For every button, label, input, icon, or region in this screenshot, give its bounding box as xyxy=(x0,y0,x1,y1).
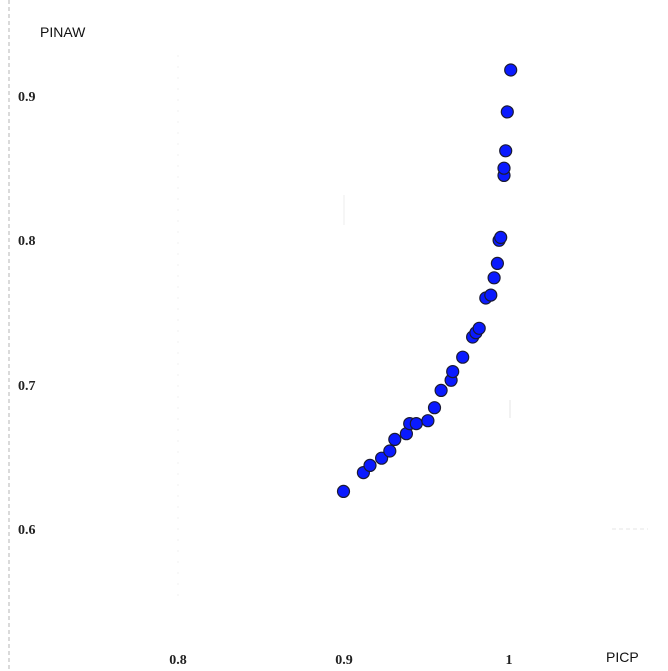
scatter-point-2 xyxy=(363,458,377,472)
scatter-point-25 xyxy=(497,161,511,175)
y-tick-label-0.8: 0.8 xyxy=(18,234,36,249)
scatter-point-10 xyxy=(427,401,442,415)
scatter-point-26 xyxy=(499,144,513,158)
scatter-point-5 xyxy=(388,432,402,446)
scatter-point-8 xyxy=(409,417,423,431)
scatter-point-21 xyxy=(490,256,504,270)
scatter-point-3 xyxy=(375,451,389,465)
x-axis-title: PICP xyxy=(606,649,639,665)
y-tick-label-0.9: 0.9 xyxy=(18,90,36,105)
scatter-point-0 xyxy=(336,484,351,498)
scatter-point-23 xyxy=(494,230,508,244)
scatter-point-9 xyxy=(421,414,435,428)
scatter-point-27 xyxy=(500,105,514,119)
x-tick-label-1: 1 xyxy=(506,653,513,668)
scatter-point-4 xyxy=(383,444,397,458)
scatter-point-28 xyxy=(504,63,518,77)
scatter-point-17 xyxy=(472,321,486,335)
y-axis-title: PINAW xyxy=(40,24,86,40)
y-tick-label-0.7: 0.7 xyxy=(18,379,36,394)
x-tick-label-0.9: 0.9 xyxy=(335,653,353,668)
data-points xyxy=(336,63,518,498)
scatter-point-19 xyxy=(484,288,498,302)
scatter-point-13 xyxy=(446,365,460,379)
y-tick-label-0.6: 0.6 xyxy=(18,523,36,538)
x-tick-label-0.8: 0.8 xyxy=(169,653,187,668)
scatter-point-20 xyxy=(487,271,501,285)
scatter-point-14 xyxy=(456,350,470,364)
scatter-point-11 xyxy=(434,383,448,397)
